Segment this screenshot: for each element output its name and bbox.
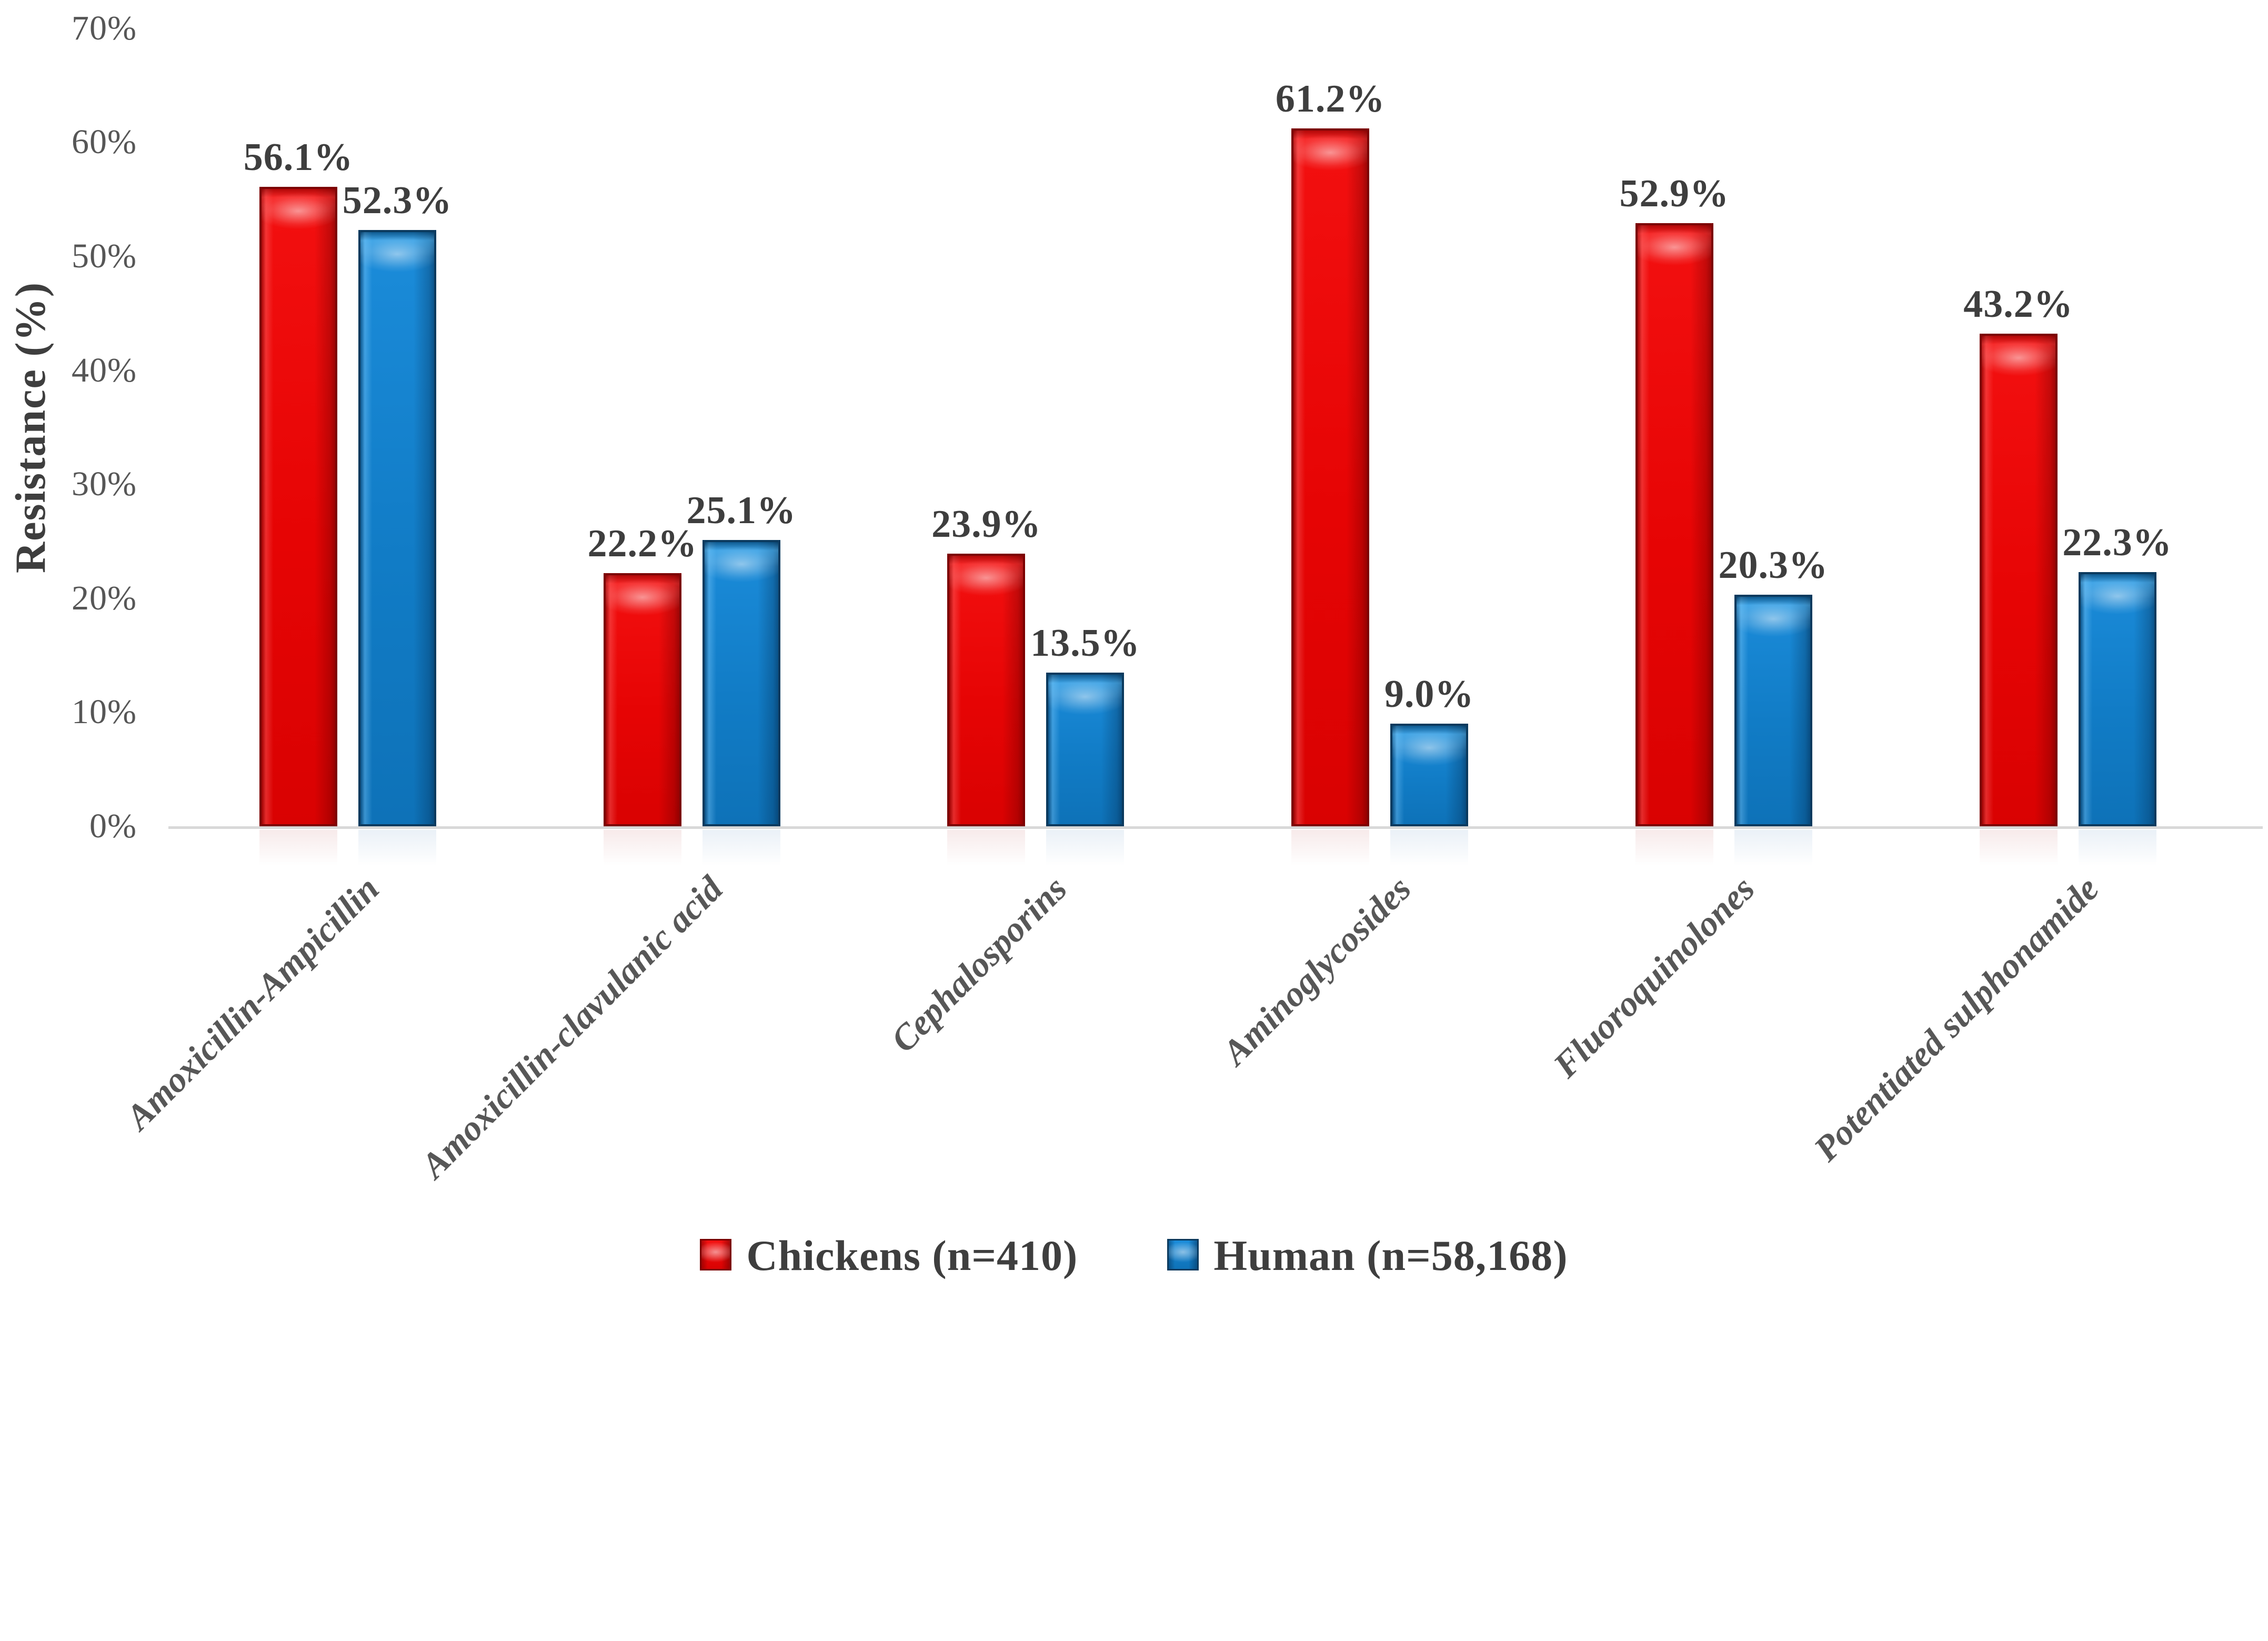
bar-human <box>1046 672 1125 826</box>
bar-reflection <box>358 830 436 875</box>
y-tick-label: 50% <box>72 237 137 275</box>
y-tick-label: 0% <box>89 807 137 845</box>
bar-reflection <box>1979 830 2058 875</box>
value-label: 13.5% <box>1030 621 1140 665</box>
value-label: 22.2% <box>587 522 697 566</box>
legend-label-chickens: Chickens (n=410) <box>746 1232 1078 1279</box>
y-tick-label: 40% <box>72 351 137 389</box>
y-tick-label: 60% <box>72 123 137 162</box>
bar-human <box>1734 595 1812 826</box>
x-axis-line <box>168 826 2263 829</box>
bar-chickens <box>1291 128 1370 826</box>
legend: Chickens (n=410) Human (n=58,168) <box>0 1232 2268 1280</box>
value-label: 23.9% <box>931 503 1041 546</box>
bar-human <box>358 230 436 826</box>
legend-item-chickens: Chickens (n=410) <box>700 1232 1078 1280</box>
bar-reflection <box>1291 830 1370 875</box>
bar-reflection <box>2078 830 2156 875</box>
value-label: 9.0% <box>1384 673 1474 716</box>
bar-reflection <box>1635 830 1713 875</box>
y-tick-label: 10% <box>72 693 137 732</box>
bar-chickens <box>603 573 681 826</box>
legend-label-human: Human (n=58,168) <box>1213 1232 1568 1279</box>
bar-reflection <box>1734 830 1812 875</box>
bar-human <box>1390 724 1469 826</box>
bar-reflection <box>603 830 681 875</box>
bar-reflection <box>702 830 780 875</box>
value-label: 20.3% <box>1718 544 1829 587</box>
y-tick-label: 20% <box>72 578 137 617</box>
bar-chickens <box>259 186 337 826</box>
bar-reflection <box>1046 830 1125 875</box>
value-label: 52.9% <box>1619 172 1730 216</box>
value-label: 43.2% <box>1963 283 2073 326</box>
y-tick-label: 30% <box>72 465 137 504</box>
legend-item-human: Human (n=58,168) <box>1167 1232 1568 1280</box>
bar-human <box>702 540 780 826</box>
y-axis-title: Resistance (%) <box>6 281 54 574</box>
value-label: 22.3% <box>2062 521 2172 564</box>
bar-reflection <box>947 830 1026 875</box>
value-label: 25.1% <box>686 489 796 533</box>
bar-reflection <box>1390 830 1469 875</box>
bar-chickens <box>1979 334 2058 826</box>
value-label: 52.3% <box>342 179 453 223</box>
bar-human <box>2078 572 2156 826</box>
chickens-series-swatch-icon <box>700 1239 732 1270</box>
bar-chart: Resistance (%) 0% 10% 20% 30% 40% 50% 60% 70% 5… <box>0 8 2268 1280</box>
bar-chickens <box>1635 223 1713 826</box>
bar-chickens <box>947 554 1026 826</box>
y-tick-label: 70% <box>72 8 137 47</box>
value-label: 61.2% <box>1275 77 1386 121</box>
human-series-swatch-icon <box>1167 1239 1199 1270</box>
bar-reflection <box>259 830 337 875</box>
value-label: 56.1% <box>243 135 354 179</box>
